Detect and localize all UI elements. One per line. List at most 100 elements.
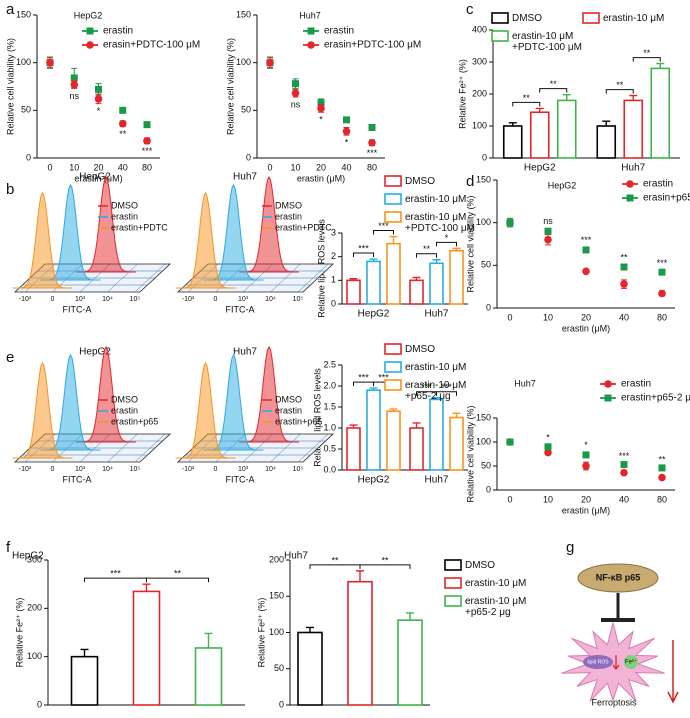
y-tick-label: 2.0 — [323, 380, 336, 390]
data-point — [291, 89, 300, 97]
histogram-tick-label: 10⁵ — [293, 296, 304, 303]
floor-grid — [134, 433, 166, 463]
histogram-axis-label: FITC-A — [226, 304, 255, 314]
x-tick-label: Huh7 — [425, 475, 449, 486]
y-tick-label: 50 — [241, 105, 251, 115]
x-tick-label: 0 — [507, 312, 512, 322]
panel-label: a — [6, 1, 15, 18]
protein-label: NF-κB p65 — [596, 572, 641, 582]
pathway-diagram: NF-κB p65 lipid ROS Fe²⁺ Ferroptosis — [561, 563, 679, 707]
legend-label: DMSO — [275, 200, 302, 210]
histogram-title: Huh7 — [233, 347, 257, 358]
error-bar — [406, 612, 414, 621]
histogram-tick-label: 10⁴ — [265, 296, 276, 303]
significance-label: *** — [441, 382, 452, 392]
error-bar — [412, 276, 421, 281]
legend-swatch — [444, 559, 462, 571]
x-tick-label: 10 — [290, 162, 300, 172]
y-tick-label: 0 — [331, 298, 336, 308]
legend-label: erastin — [111, 211, 138, 221]
error-bar — [452, 412, 461, 418]
histogram-tick-label: 0 — [214, 466, 218, 473]
decrease-arrow — [612, 655, 620, 670]
data-point — [658, 473, 666, 482]
y-tick-label: 50 — [274, 663, 284, 673]
legend-label: erastin+p65 — [275, 416, 322, 426]
legend-label: erastin — [324, 26, 354, 37]
x-tick-label: 80 — [142, 162, 152, 172]
error-bar — [452, 247, 461, 251]
significance-bracket — [359, 564, 411, 569]
y-tick-label: 0 — [486, 484, 491, 494]
significance-bracket — [436, 391, 457, 396]
floor-grid — [270, 263, 301, 293]
y-tick-label: 100 — [269, 627, 284, 637]
data-point — [582, 462, 590, 470]
histogram-axis-label: FITC-A — [63, 474, 92, 484]
significance-label: *** — [378, 372, 389, 382]
y-tick-label: 1 — [331, 275, 336, 285]
error-bar — [602, 120, 611, 126]
iron-label: Fe²⁺ — [625, 659, 637, 666]
legend-label: erastin+PDTC — [111, 222, 168, 232]
bar — [346, 279, 361, 305]
chart-title: Huh7 — [299, 10, 321, 20]
data-point — [620, 468, 628, 477]
significance-bracket — [309, 564, 361, 569]
x-tick-label: HepG2 — [358, 475, 390, 486]
iron-node — [624, 655, 638, 669]
x-tick-label: 10 — [69, 162, 79, 172]
data-point — [46, 58, 54, 67]
significance-bracket — [512, 101, 541, 107]
legend-label: erasin+PDTC-100 μM — [324, 40, 421, 51]
y-tick-label: 0 — [279, 699, 284, 709]
significance-bracket — [416, 253, 437, 258]
y-tick-label: 0.5 — [323, 443, 336, 453]
x-tick-label: 40 — [619, 494, 629, 504]
y-tick-label: 100 — [476, 436, 491, 446]
data-point — [658, 464, 666, 472]
histogram-tick-label: 10³ — [238, 466, 249, 473]
histogram-tick-label: 10³ — [75, 296, 86, 303]
significance-label: *** — [378, 221, 389, 231]
x-tick-label: 0 — [47, 162, 52, 172]
legend-marker — [307, 27, 315, 35]
histogram-tick-label: 10⁴ — [102, 296, 113, 303]
significance-label: *** — [367, 148, 378, 158]
data-point — [292, 80, 299, 88]
y-tick-label: 100 — [236, 57, 251, 67]
significance-bracket — [539, 88, 568, 93]
data-point — [368, 123, 376, 131]
error-bar — [389, 408, 398, 412]
legend-label: erastin+PDTC — [275, 222, 332, 232]
significance-bracket — [605, 89, 634, 94]
y-tick-label: 0 — [26, 152, 31, 162]
significance-label: ns — [543, 216, 553, 226]
significance-bracket — [353, 381, 374, 387]
x-tick-label: HepG2 — [524, 163, 556, 174]
significance-label: *** — [142, 146, 153, 156]
x-tick-label: 40 — [619, 312, 629, 322]
x-tick-label: 80 — [657, 494, 667, 504]
error-bar — [349, 277, 358, 281]
data-point — [342, 127, 351, 136]
floor-grid — [297, 433, 329, 463]
histogram-tick-label: -10³ — [182, 466, 195, 473]
legend-swatch — [491, 12, 509, 24]
histogram-tick-label: -10³ — [182, 296, 195, 303]
histogram-peak — [175, 191, 236, 289]
y-axis-label: Relative lipid ROS levels — [312, 368, 322, 467]
x-tick-label: 10 — [543, 312, 553, 322]
histogram-tick-label: 0 — [51, 296, 55, 303]
significance-label: * — [584, 440, 588, 450]
significance-label: ** — [550, 79, 558, 89]
histogram-title: HepG2 — [79, 172, 111, 183]
significance-label: * — [345, 137, 349, 147]
histogram-tick-label: -10³ — [19, 296, 32, 303]
x-tick-label: 20 — [316, 162, 326, 172]
panel-label: g — [566, 539, 574, 556]
data-point — [317, 104, 325, 113]
data-point — [620, 280, 628, 288]
y-tick-label: 1.5 — [323, 401, 336, 411]
histogram-peak — [175, 361, 236, 459]
